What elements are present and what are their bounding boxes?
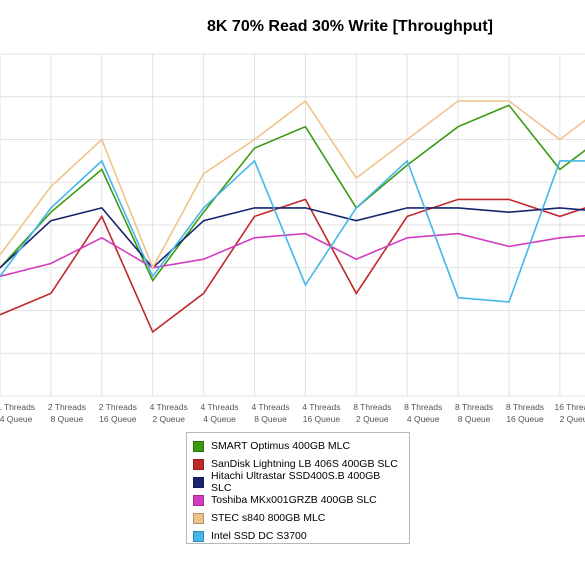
legend-label: Hitachi Ultrastar SSD400S.B 400GB SLC xyxy=(211,470,381,494)
legend: SMART Optimus 400GB MLC SanDisk Lightning… xyxy=(186,432,410,544)
legend-label: SMART Optimus 400GB MLC xyxy=(211,440,351,452)
x-tick-label: 8 Queue xyxy=(458,414,491,424)
x-tick-label: 2 Queue xyxy=(152,414,185,424)
x-tick-label: 16 Queue xyxy=(99,414,137,424)
x-tick-label: 2 Threads xyxy=(48,402,86,412)
legend-label: Toshiba MKx001GRZB 400GB SLC xyxy=(211,494,377,506)
x-tick-label: 8 Threads xyxy=(455,402,493,412)
legend-swatch xyxy=(193,440,204,452)
legend-swatch xyxy=(193,458,204,470)
x-tick-label: 8 Threads xyxy=(506,402,544,412)
series-layer xyxy=(0,99,585,334)
x-tick-label: 4 Queue xyxy=(0,414,33,424)
series-line xyxy=(0,207,585,269)
x-tick-label: 4 Threads xyxy=(302,402,340,412)
chart-title: 8K 70% Read 30% Write [Throughput] xyxy=(207,18,493,35)
grid-layer xyxy=(0,53,585,397)
line-chart: 1 Threads 4 Queue 2 Threads 8 Queue 2 Thread… xyxy=(0,53,585,424)
legend-item: SanDisk Lightning LB 406S 400GB SLC xyxy=(193,455,403,473)
legend-label: SanDisk Lightning LB 406S 400GB SLC xyxy=(211,458,398,470)
x-tick-label: 4 Threads xyxy=(251,402,289,412)
x-tick-label: 4 Queue xyxy=(407,414,440,424)
legend-label: STEC s840 800GB MLC xyxy=(211,512,326,524)
x-tick-label: 8 Threads xyxy=(404,402,442,412)
x-tick-label: 2 Threads xyxy=(99,402,137,412)
legend-swatch xyxy=(193,512,204,524)
legend-item: SMART Optimus 400GB MLC xyxy=(193,437,403,455)
legend-item: Toshiba MKx001GRZB 400GB SLC xyxy=(193,491,403,509)
x-tick-layer: 1 Threads 4 Queue 2 Threads 8 Queue 2 Thread… xyxy=(0,402,585,424)
legend-swatch xyxy=(193,494,204,506)
x-tick-label: 8 Queue xyxy=(254,414,287,424)
x-tick-label: 16 Queue xyxy=(303,414,341,424)
x-tick-label: 2 Queue xyxy=(356,414,389,424)
x-tick-label: 1 Threads xyxy=(0,402,35,412)
legend-swatch xyxy=(193,476,204,488)
series-line xyxy=(0,104,585,283)
x-tick-label: 2 Queue xyxy=(560,414,585,424)
x-tick-label: 4 Threads xyxy=(150,402,188,412)
x-tick-label: 4 Threads xyxy=(201,402,239,412)
x-tick-label: 4 Queue xyxy=(203,414,236,424)
legend-item: Intel SSD DC S3700 xyxy=(193,527,403,545)
x-tick-label: 16 Threads xyxy=(554,402,585,412)
x-tick-label: 8 Threads xyxy=(353,402,391,412)
series-line xyxy=(0,159,585,303)
legend-item: Hitachi Ultrastar SSD400S.B 400GB SLC xyxy=(193,470,403,494)
legend-label: Intel SSD DC S3700 xyxy=(211,530,307,542)
legend-item: STEC s840 800GB MLC xyxy=(193,509,403,527)
series-line xyxy=(0,198,585,334)
series-line xyxy=(0,232,585,278)
x-tick-label: 16 Queue xyxy=(506,414,544,424)
legend-swatch xyxy=(193,530,204,542)
x-tick-label: 8 Queue xyxy=(51,414,84,424)
series-line xyxy=(0,99,585,270)
